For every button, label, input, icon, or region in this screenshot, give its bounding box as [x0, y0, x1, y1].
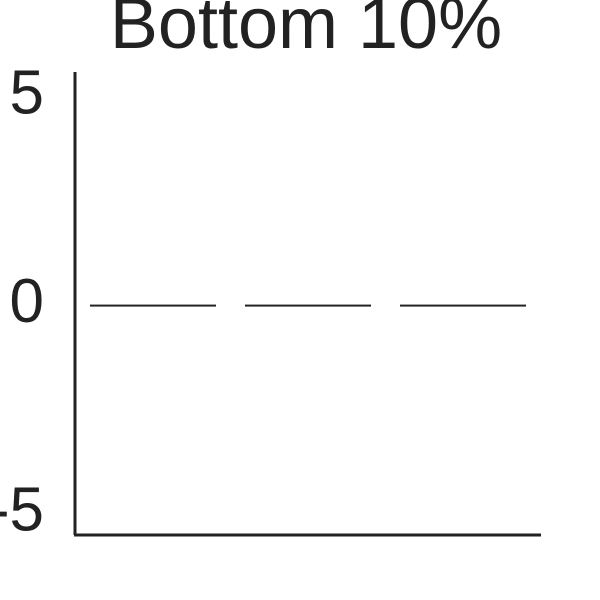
y-tick-label: -5	[0, 476, 44, 545]
y-tick-label: 0	[10, 267, 44, 336]
y-tick-label: 5	[10, 58, 44, 127]
chart-title: Bottom 10%	[110, 0, 502, 64]
bar	[400, 304, 526, 307]
bar	[245, 304, 371, 307]
bar	[90, 304, 216, 307]
